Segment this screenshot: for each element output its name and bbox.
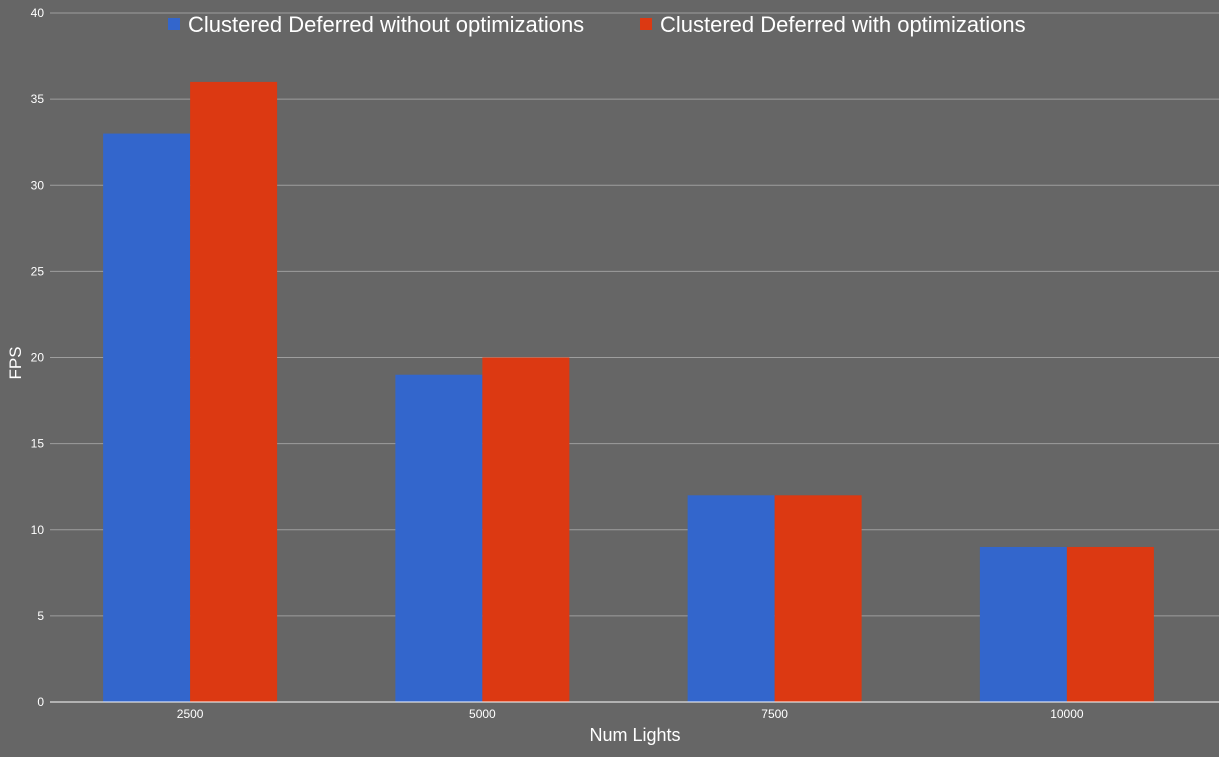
bar-with-optimizations-10000 (1066, 546, 1154, 702)
y-axis-label: FPS (6, 346, 25, 379)
x-axis-ticks: 2500 5000 7500 10000 (177, 707, 1084, 721)
y-tick-label: 25 (31, 264, 45, 278)
bar-without-optimizations-7500 (687, 495, 775, 702)
bar-with-optimizations-5000 (482, 357, 570, 702)
y-tick-label: 5 (37, 609, 44, 623)
bar-with-optimizations-7500 (774, 495, 862, 702)
x-tick-label: 2500 (177, 707, 204, 721)
bar-without-optimizations-10000 (979, 546, 1067, 702)
legend: Clustered Deferred without optimizations… (168, 12, 1026, 37)
legend-label: Clustered Deferred with optimizations (660, 12, 1026, 37)
y-tick-label: 35 (31, 92, 45, 106)
legend-swatch (640, 18, 652, 30)
x-tick-label: 10000 (1050, 707, 1084, 721)
y-tick-label: 10 (31, 523, 45, 537)
bars (103, 81, 1154, 702)
bar-with-optimizations-2500 (190, 81, 278, 702)
y-tick-label: 0 (37, 695, 44, 709)
x-tick-label: 5000 (469, 707, 496, 721)
legend-swatch (168, 18, 180, 30)
y-tick-label: 30 (31, 178, 45, 192)
y-tick-label: 40 (31, 6, 45, 20)
y-axis-ticks: 0 5 10 15 20 25 30 35 40 (31, 6, 45, 709)
bar-without-optimizations-2500 (103, 133, 191, 702)
bar-without-optimizations-5000 (395, 374, 483, 702)
legend-label: Clustered Deferred without optimizations (188, 12, 584, 37)
x-axis-label: Num Lights (589, 725, 680, 745)
y-tick-label: 15 (31, 437, 45, 451)
x-tick-label: 7500 (761, 707, 788, 721)
y-tick-label: 20 (31, 351, 45, 365)
